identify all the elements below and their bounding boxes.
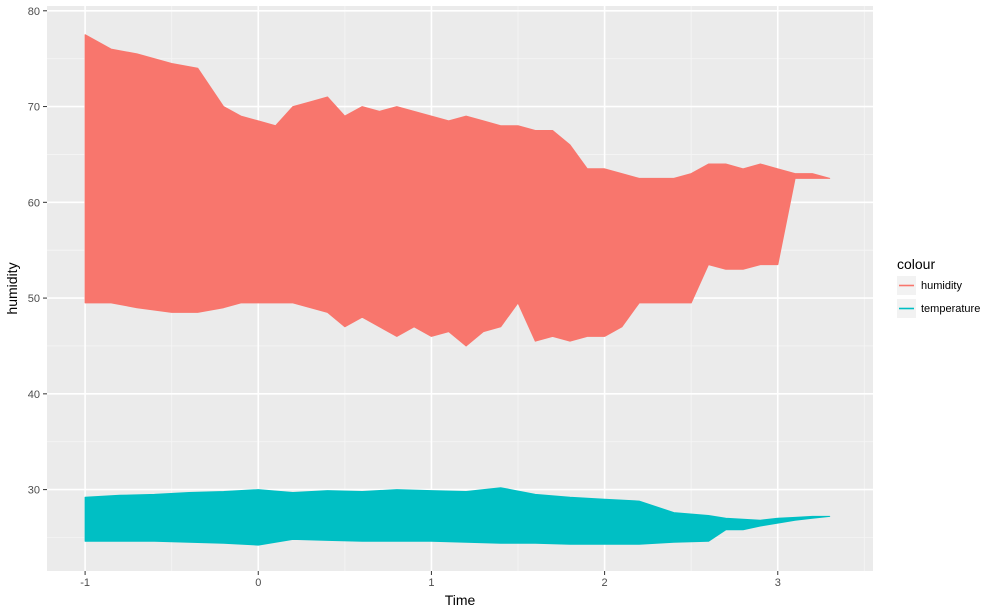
legend-label-humidity: humidity (921, 280, 962, 292)
series-temperature-ribbon (84, 487, 831, 546)
legend-title: colour (897, 256, 935, 272)
y-tick-label: 60 (28, 197, 40, 209)
y-axis-title: humidity (4, 262, 20, 314)
series-humidity-ribbon (84, 34, 831, 347)
x-tick-label: -1 (80, 577, 90, 589)
x-axis-title: Time (445, 592, 476, 608)
y-tick-label: 40 (28, 389, 40, 401)
y-tick-label: 30 (28, 485, 40, 497)
x-axis: -1 0 1 2 3 (80, 571, 781, 589)
y-tick-label: 50 (28, 293, 40, 305)
series-layer (84, 34, 831, 546)
x-tick-label: 3 (775, 577, 781, 589)
y-axis: 30 40 50 60 70 80 (28, 6, 47, 497)
y-tick-label: 70 (28, 102, 40, 114)
x-tick-label: 1 (428, 577, 434, 589)
x-tick-label: 0 (255, 577, 261, 589)
legend-label-temperature: temperature (921, 303, 980, 315)
legend: colour humidity temperature (897, 256, 980, 318)
x-tick-label: 2 (602, 577, 608, 589)
y-tick-label: 80 (28, 6, 40, 18)
